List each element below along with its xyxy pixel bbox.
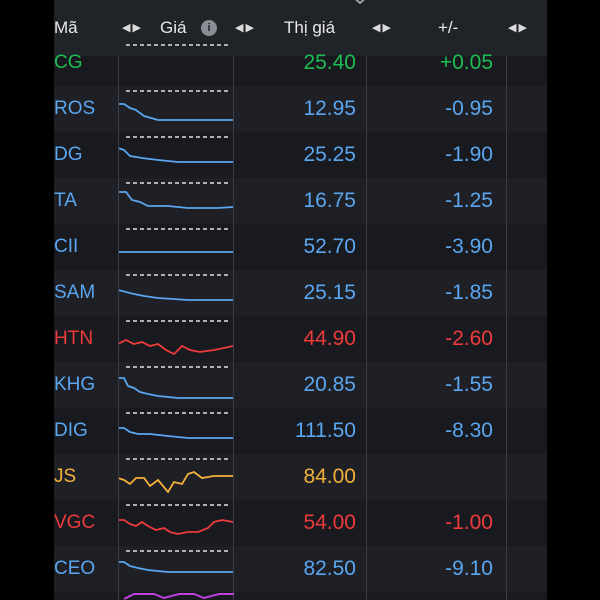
price-change: -0.95 [445, 97, 493, 120]
table-row[interactable]: SAM 25.15 -1.85 [54, 270, 547, 316]
info-icon[interactable]: i [201, 20, 217, 36]
stock-symbol: DIG [54, 420, 88, 441]
sparkline-path [118, 427, 233, 439]
price-sparkline [118, 458, 233, 494]
market-price: 25.40 [303, 51, 356, 74]
price-sparkline [118, 412, 233, 439]
price-change: -8.30 [445, 419, 493, 442]
left-right-arrows-icon[interactable]: ◀▶ [235, 22, 256, 34]
table-row[interactable]: VGC 54.00 -1.00 [54, 500, 547, 546]
table-row[interactable]: TA 16.75 -1.25 [54, 178, 547, 224]
left-right-arrows-icon[interactable]: ◀▶ [122, 22, 143, 34]
chevron-down-icon[interactable] [350, 0, 370, 6]
change-column-header[interactable]: +/- [438, 18, 459, 37]
table-row[interactable]: HTN 44.90 -2.60 [54, 316, 547, 362]
table-row[interactable]: JS 84.00 [54, 454, 547, 500]
price-change: -1.25 [445, 189, 493, 212]
table-row[interactable]: CEO 82.50 -9.10 [54, 546, 547, 592]
sparkline-path [118, 561, 233, 573]
table-row[interactable]: KHG 20.85 -1.55 [54, 362, 547, 408]
chart-column-header[interactable]: Giá [160, 18, 187, 37]
price-change: -1.90 [445, 143, 493, 166]
table-row[interactable]: CII 52.70 -3.90 [54, 224, 547, 270]
market-price: 52.70 [303, 235, 356, 258]
market-price: 82.50 [303, 557, 356, 580]
market-price: 84.00 [303, 465, 356, 488]
table-row[interactable]: ROS 12.95 -0.95 [54, 86, 547, 132]
price-sparkline [118, 274, 233, 301]
sparkline-path [118, 519, 233, 535]
price-sparkline [118, 182, 233, 209]
sparkline-path [118, 147, 233, 163]
table-row[interactable]: CG 25.40 +0.05 [54, 40, 547, 86]
price-change: +0.05 [439, 51, 493, 74]
price-sparkline [118, 504, 233, 535]
market-price: 54.00 [303, 511, 356, 534]
sparkline-path [118, 191, 233, 209]
price-sparkline [118, 90, 233, 121]
market-price: 25.25 [303, 143, 356, 166]
market-price: 111.50 [294, 419, 356, 442]
left-right-arrows-icon[interactable]: ◀▶ [508, 22, 529, 34]
table-row[interactable]: DG 25.25 -1.90 [54, 132, 547, 178]
price-sparkline [126, 44, 231, 46]
stock-symbol: KHG [54, 374, 96, 395]
stock-symbol: DG [54, 144, 83, 165]
price-sparkline [118, 228, 233, 253]
stock-symbol: CG [54, 52, 83, 73]
stock-symbol: CII [54, 236, 79, 257]
market-price: 44.90 [303, 327, 356, 350]
symbol-column-header[interactable]: Mã [54, 18, 78, 37]
price-sparkline [118, 320, 233, 356]
price-sparkline [118, 366, 233, 399]
market-price: 16.75 [303, 189, 356, 212]
stock-symbol: TA [54, 190, 77, 211]
stock-symbol: JS [54, 466, 77, 487]
stock-symbol: HTN [54, 328, 94, 349]
price-change: -2.60 [445, 327, 493, 350]
price-sparkline [118, 550, 233, 573]
price-change: -1.00 [445, 511, 493, 534]
price-change: -1.85 [445, 281, 493, 304]
price-sparkline [118, 136, 233, 163]
stock-symbol: SAM [54, 282, 96, 303]
price-change: -1.55 [445, 373, 493, 396]
stock-symbol: ROS [54, 98, 96, 119]
price-change: -3.90 [445, 235, 493, 258]
sparkline-path [118, 103, 233, 121]
column-divider [118, 56, 119, 600]
price-change: -9.10 [445, 557, 493, 580]
column-divider [366, 56, 367, 600]
stock-symbol: CEO [54, 558, 96, 579]
price-column-header[interactable]: Thị giá [284, 18, 336, 37]
left-right-arrows-icon[interactable]: ◀▶ [372, 22, 393, 34]
sparkline-path [118, 289, 233, 301]
market-price: 25.15 [303, 281, 356, 304]
column-divider [506, 56, 507, 600]
column-divider [233, 56, 234, 600]
market-price: 20.85 [303, 373, 356, 396]
stock-board: Mã ◀▶ Giá i ◀▶ Thị giá ◀▶ +/- ◀▶ CG 25.40… [54, 0, 547, 600]
table-row[interactable]: DIG 111.50 -8.30 [54, 408, 547, 454]
stock-symbol: VGC [54, 512, 96, 533]
partial-row-sparkline [124, 593, 234, 600]
price-change [374, 454, 493, 500]
table-header: Mã ◀▶ Giá i ◀▶ Thị giá ◀▶ +/- ◀▶ [54, 0, 547, 56]
sparkline-path [118, 377, 233, 399]
sparkline-path [118, 338, 233, 356]
sparkline-path [118, 470, 233, 494]
market-price: 12.95 [303, 97, 356, 120]
